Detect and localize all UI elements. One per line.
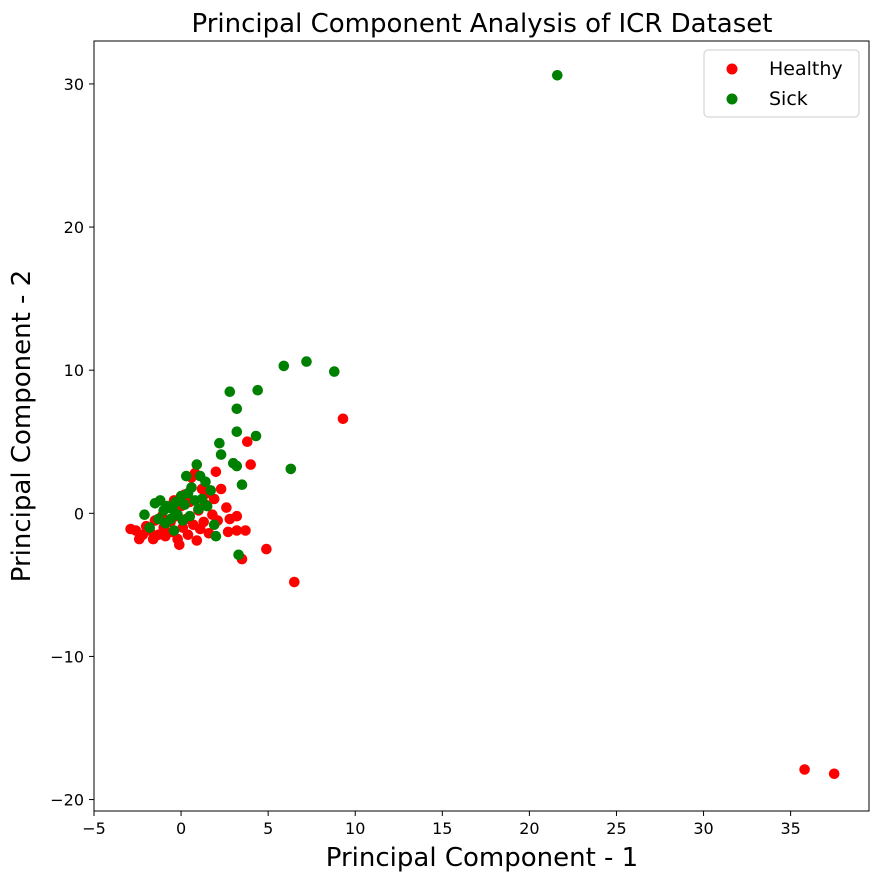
x-tick-label-5: 20 xyxy=(519,819,539,838)
point-sick-10 xyxy=(168,525,180,536)
point-healthy-44 xyxy=(231,510,243,522)
chart-title: Principal Component Analysis of ICR Data… xyxy=(192,9,773,39)
y-axis-ticks: −20 −10 0 10 20 30 xyxy=(50,75,94,810)
point-sick-39 xyxy=(250,430,262,442)
point-sick-19 xyxy=(186,482,197,493)
point-sick-30 xyxy=(214,437,225,449)
point-sick-38 xyxy=(236,479,248,491)
y-tick-label-1: −10 xyxy=(50,647,84,666)
point-sick-42 xyxy=(285,463,297,475)
legend: Healthy Sick xyxy=(703,49,860,118)
point-sick-40 xyxy=(252,384,263,396)
point-sick-0 xyxy=(139,509,150,520)
point-healthy-50 xyxy=(261,543,272,555)
x-tick-label-1: 0 xyxy=(176,819,186,838)
point-sick-15 xyxy=(179,499,190,511)
point-healthy-38 xyxy=(210,466,222,478)
point-sick-45 xyxy=(552,70,563,81)
point-sick-18 xyxy=(184,510,196,522)
legend-label-healthy: Healthy xyxy=(769,58,843,80)
point-healthy-40 xyxy=(215,483,227,495)
point-sick-16 xyxy=(181,470,192,482)
y-tick-label-5: 30 xyxy=(64,75,84,94)
y-tick-label-3: 10 xyxy=(64,361,84,380)
point-sick-41 xyxy=(278,360,290,372)
legend-box xyxy=(703,49,860,118)
point-healthy-42 xyxy=(222,526,234,538)
point-healthy-45 xyxy=(231,525,243,536)
legend-label-sick: Sick xyxy=(769,88,808,110)
point-healthy-37 xyxy=(208,493,220,505)
y-tick-label-2: 0 xyxy=(74,504,84,523)
x-tick-label-3: 10 xyxy=(345,819,365,838)
x-tick-label-6: 25 xyxy=(606,819,626,838)
point-healthy-48 xyxy=(242,436,253,448)
point-sick-43 xyxy=(301,356,312,367)
x-tick-label-7: 30 xyxy=(693,819,713,838)
point-healthy-18 xyxy=(174,539,185,551)
y-tick-label-0: −20 xyxy=(50,791,84,810)
x-tick-label-2: 5 xyxy=(263,819,273,838)
plot-area xyxy=(94,41,869,811)
x-axis-label: Principal Component - 1 xyxy=(326,843,638,873)
point-sick-37 xyxy=(233,549,244,561)
point-sick-32 xyxy=(224,386,236,398)
point-healthy-49 xyxy=(245,459,256,470)
point-healthy-54 xyxy=(828,768,840,780)
point-healthy-41 xyxy=(221,502,232,513)
point-healthy-53 xyxy=(799,764,810,775)
point-healthy-47 xyxy=(240,525,251,536)
plot-frame xyxy=(93,40,870,812)
point-sick-1 xyxy=(144,522,155,533)
point-healthy-28 xyxy=(191,535,203,546)
point-sick-29 xyxy=(210,530,222,542)
point-sick-36 xyxy=(231,403,243,415)
point-sick-21 xyxy=(191,459,203,470)
point-sick-44 xyxy=(329,366,340,377)
point-sick-22 xyxy=(193,503,204,515)
x-tick-label-0: −5 xyxy=(82,819,106,838)
point-healthy-51 xyxy=(289,576,300,588)
point-sick-26 xyxy=(201,500,213,512)
point-healthy-23 xyxy=(182,529,194,541)
legend-marker-sick xyxy=(726,93,738,105)
point-sick-35 xyxy=(231,460,243,472)
x-tick-label-8: 35 xyxy=(780,819,800,838)
point-sick-28 xyxy=(208,519,220,531)
points-layer xyxy=(125,70,840,780)
point-healthy-52 xyxy=(337,413,349,425)
legend-marker-healthy xyxy=(726,63,738,75)
point-sick-27 xyxy=(205,485,216,496)
y-axis-label: Principal Component - 2 xyxy=(7,270,37,582)
point-sick-25 xyxy=(200,476,211,488)
point-sick-31 xyxy=(215,449,227,460)
y-tick-label-4: 20 xyxy=(64,218,84,237)
x-axis-ticks: −5 0 5 10 15 20 25 30 35 xyxy=(82,811,801,838)
x-tick-label-4: 15 xyxy=(432,819,452,838)
point-sick-34 xyxy=(231,426,243,438)
point-healthy-32 xyxy=(198,516,209,528)
